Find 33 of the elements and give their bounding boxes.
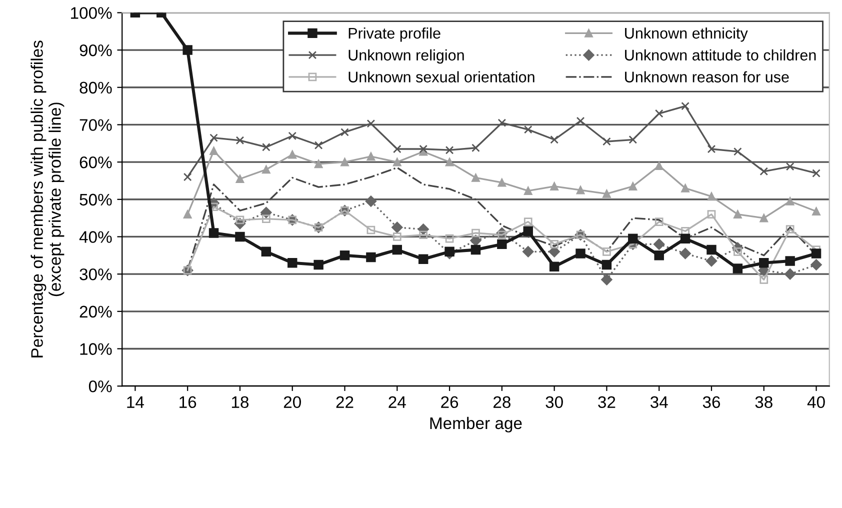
legend-label: Unknown sexual orientation: [348, 71, 534, 82]
y-axis-title: Percentage of members with public profiles (except private profile line): [30, 40, 64, 358]
x-tick-label: 36: [702, 396, 720, 408]
x-tick-label: 30: [546, 396, 563, 408]
legend-label: Unknown reason for use: [625, 71, 789, 82]
x-axis-title: Member age: [430, 416, 522, 432]
x-tick-label: 16: [180, 396, 196, 408]
legend-label: Unknown ethnicity: [625, 27, 748, 42]
x-tick-label: 32: [598, 396, 616, 408]
y-tick-label: 30%: [80, 268, 112, 280]
y-tick-label: 90%: [80, 44, 112, 56]
legend-label: Unknown religion: [348, 49, 464, 64]
x-tick-label: 38: [755, 396, 772, 408]
x-tick-label: 24: [388, 396, 406, 408]
x-tick-label: 18: [232, 396, 249, 408]
legend-label: Unknown attitude to children: [625, 49, 816, 61]
legend-label: Private profile: [348, 27, 440, 42]
y-tick-label: 10%: [80, 343, 112, 355]
x-tick-label: 22: [336, 396, 354, 408]
y-tick-label: 40%: [79, 231, 112, 243]
y-tick-label: 60%: [80, 156, 112, 168]
x-tick-label: 40: [807, 396, 825, 408]
x-tick-label: 14: [127, 396, 144, 408]
x-tick-label: 34: [650, 396, 668, 408]
x-tick-label: 28: [493, 396, 510, 408]
y-tick-label: 100%: [71, 7, 112, 19]
y-tick-label: 20%: [80, 306, 112, 318]
y-tick-label: 0%: [88, 380, 112, 392]
y-tick-label: 50%: [80, 194, 112, 206]
x-tick-label: 26: [441, 396, 458, 408]
x-tick-label: 20: [284, 396, 301, 408]
y-tick-label: 70%: [80, 119, 112, 131]
y-tick-label: 80%: [80, 82, 112, 94]
